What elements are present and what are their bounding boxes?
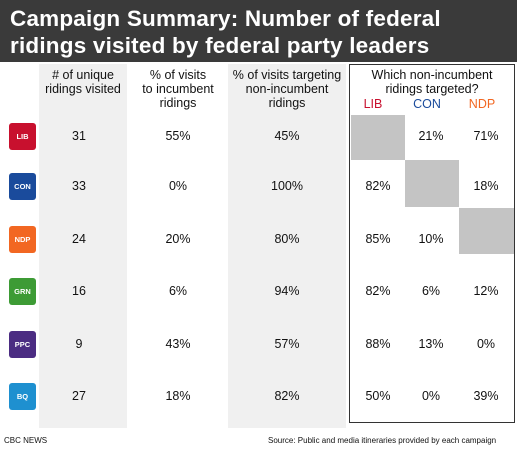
- cell-bq-incumbent: 18%: [165, 389, 191, 403]
- party-badge-con: CON: [9, 173, 36, 200]
- cell-bq-nonincumbent: 82%: [274, 389, 300, 403]
- subheader-lib: LIB: [363, 97, 383, 111]
- footer-credit: CBC NEWS: [4, 436, 48, 445]
- cell-bq-unique: 27: [72, 389, 86, 403]
- header-incumbent-visits: % of visits to incumbent ridings: [142, 68, 214, 110]
- cell-grn-nonincumbent: 94%: [274, 284, 300, 298]
- title-line-2: ridings visited by federal party leaders: [10, 33, 430, 58]
- cell-bq-lib: 50%: [365, 389, 391, 403]
- cell-lib-unique: 31: [72, 129, 86, 143]
- header-nonincumbent-visits: % of visits targeting non-incumbent ridi…: [232, 68, 342, 110]
- lib-self-block: [351, 115, 405, 160]
- cell-grn-unique: 16: [72, 284, 86, 298]
- cell-ndp-incumbent: 20%: [165, 232, 191, 246]
- header-targeted-ridings: Which non-incumbent ridings targeted?: [371, 68, 493, 96]
- cell-grn-ndp: 12%: [473, 284, 499, 298]
- party-badge-ndp: NDP: [9, 226, 36, 253]
- cell-bq-con: 0%: [421, 389, 441, 403]
- cell-ndp-unique: 24: [72, 232, 86, 246]
- cell-ppc-con: 13%: [418, 337, 444, 351]
- cell-ppc-ndp: 0%: [476, 337, 496, 351]
- cell-lib-incumbent: 55%: [165, 129, 191, 143]
- cell-grn-incumbent: 6%: [168, 284, 188, 298]
- subheader-con: CON: [413, 97, 441, 111]
- subheader-ndp: NDP: [468, 97, 496, 111]
- cell-ppc-lib: 88%: [365, 337, 391, 351]
- header-unique-ridings: # of unique ridings visited: [45, 68, 121, 96]
- cell-con-nonincumbent: 100%: [271, 179, 303, 193]
- cell-con-lib: 82%: [365, 179, 391, 193]
- unique-column-bg: [39, 64, 127, 428]
- con-self-block: [405, 160, 459, 207]
- party-badge-lib: LIB: [9, 123, 36, 150]
- cell-ndp-lib: 85%: [365, 232, 391, 246]
- cell-con-incumbent: 0%: [168, 179, 188, 193]
- title-line-1: Campaign Summary: Number of federal: [10, 6, 441, 31]
- cell-ndp-nonincumbent: 80%: [274, 232, 300, 246]
- ndp-self-block: [459, 208, 514, 254]
- nonincumbent-column-bg: [228, 64, 346, 428]
- cell-con-unique: 33: [72, 179, 86, 193]
- party-badge-bq: BQ: [9, 383, 36, 410]
- cell-lib-nonincumbent: 45%: [274, 129, 300, 143]
- cell-ppc-nonincumbent: 57%: [274, 337, 300, 351]
- cell-ndp-con: 10%: [418, 232, 444, 246]
- party-badge-grn: GRN: [9, 278, 36, 305]
- cell-grn-con: 6%: [421, 284, 441, 298]
- cell-grn-lib: 82%: [365, 284, 391, 298]
- cell-ppc-unique: 9: [75, 337, 83, 351]
- cell-lib-con: 21%: [418, 129, 444, 143]
- cell-ppc-incumbent: 43%: [165, 337, 191, 351]
- cell-bq-ndp: 39%: [473, 389, 499, 403]
- footer-source: Source: Public and media itineraries pro…: [268, 436, 497, 445]
- cell-lib-ndp: 71%: [473, 129, 499, 143]
- page-title: Campaign Summary: Number of federal ridi…: [0, 0, 517, 62]
- party-badge-ppc: PPC: [9, 331, 36, 358]
- cell-con-ndp: 18%: [473, 179, 499, 193]
